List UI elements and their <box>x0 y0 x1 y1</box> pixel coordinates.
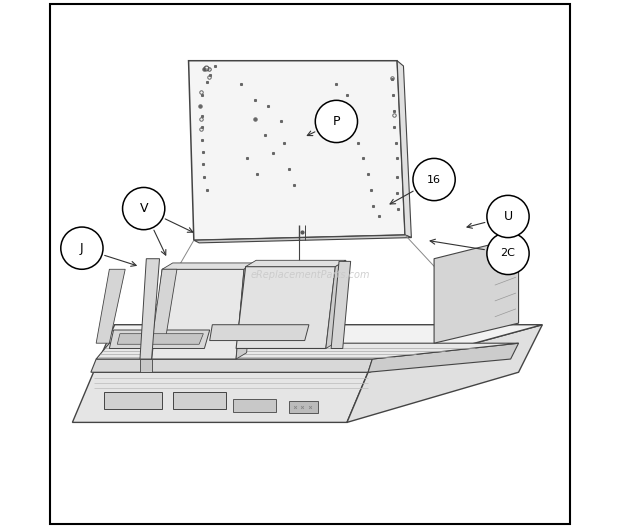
Polygon shape <box>210 325 309 341</box>
Polygon shape <box>246 260 346 267</box>
Text: J: J <box>80 242 84 254</box>
Polygon shape <box>73 372 368 422</box>
Polygon shape <box>140 259 159 359</box>
Polygon shape <box>96 343 518 359</box>
Circle shape <box>487 232 529 275</box>
Text: 2C: 2C <box>500 249 515 258</box>
Polygon shape <box>162 263 255 269</box>
Text: eReplacementParts.com: eReplacementParts.com <box>250 270 370 279</box>
Polygon shape <box>117 334 203 344</box>
Circle shape <box>413 158 455 201</box>
Polygon shape <box>152 269 177 343</box>
Polygon shape <box>236 263 255 359</box>
Polygon shape <box>347 325 542 422</box>
FancyBboxPatch shape <box>173 392 226 409</box>
Polygon shape <box>109 330 210 348</box>
Polygon shape <box>152 269 244 359</box>
Polygon shape <box>326 260 346 348</box>
Polygon shape <box>96 269 125 343</box>
Circle shape <box>61 227 103 269</box>
Polygon shape <box>140 359 152 372</box>
Circle shape <box>123 187 165 230</box>
Polygon shape <box>94 325 542 372</box>
Text: V: V <box>140 202 148 215</box>
Polygon shape <box>236 267 335 348</box>
Polygon shape <box>368 343 518 372</box>
FancyBboxPatch shape <box>289 401 318 413</box>
Polygon shape <box>91 359 372 372</box>
Text: U: U <box>503 210 513 223</box>
Polygon shape <box>188 61 405 240</box>
FancyBboxPatch shape <box>234 399 276 412</box>
Circle shape <box>487 195 529 238</box>
Polygon shape <box>194 235 412 243</box>
Polygon shape <box>331 261 351 348</box>
Circle shape <box>316 100 358 143</box>
Polygon shape <box>434 238 518 343</box>
FancyBboxPatch shape <box>104 392 162 409</box>
Polygon shape <box>397 61 412 238</box>
Text: P: P <box>333 115 340 128</box>
Text: 16: 16 <box>427 175 441 184</box>
